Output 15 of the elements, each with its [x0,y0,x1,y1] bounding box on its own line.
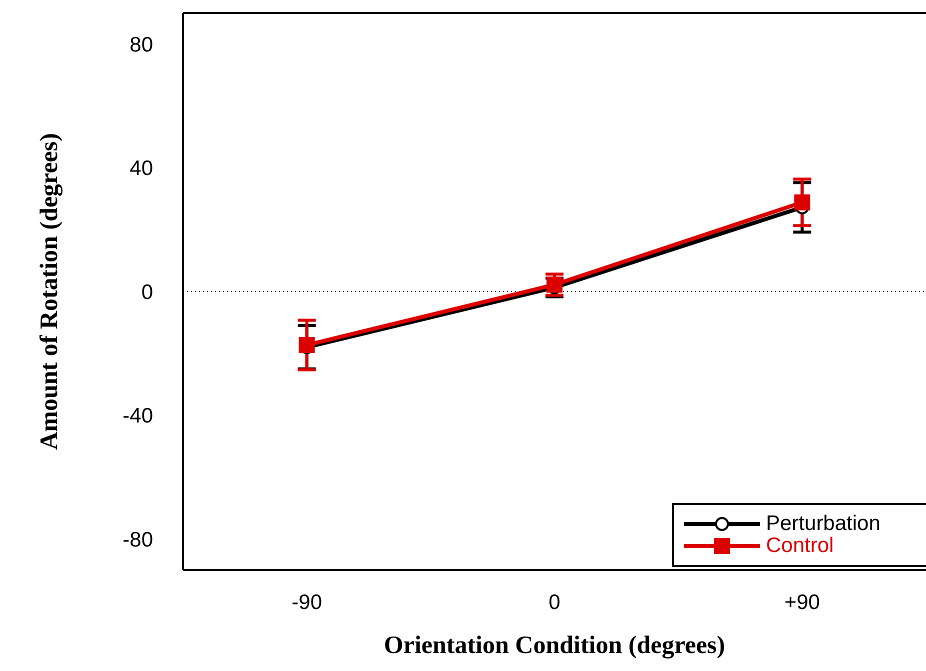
y-axis-title: Amount of Rotation (degrees) [36,133,63,450]
legend-label: Perturbation [766,512,880,536]
y-tick-label: -80 [122,528,153,552]
point [546,276,562,293]
point [298,337,315,354]
y-tick-label: 40 [130,157,153,180]
x-tick-label: +90 [784,590,820,614]
legend-label: Control [766,534,834,558]
x-tick-label: 0 [548,590,560,614]
point [794,194,810,210]
y-tick-label: 0 [141,280,153,304]
x-tick-label: -90 [292,590,322,614]
y-tick-label: -40 [122,404,153,428]
y-tick-label: 80 [130,33,153,56]
x-axis-title: Orientation Condition (degrees) [384,632,726,659]
